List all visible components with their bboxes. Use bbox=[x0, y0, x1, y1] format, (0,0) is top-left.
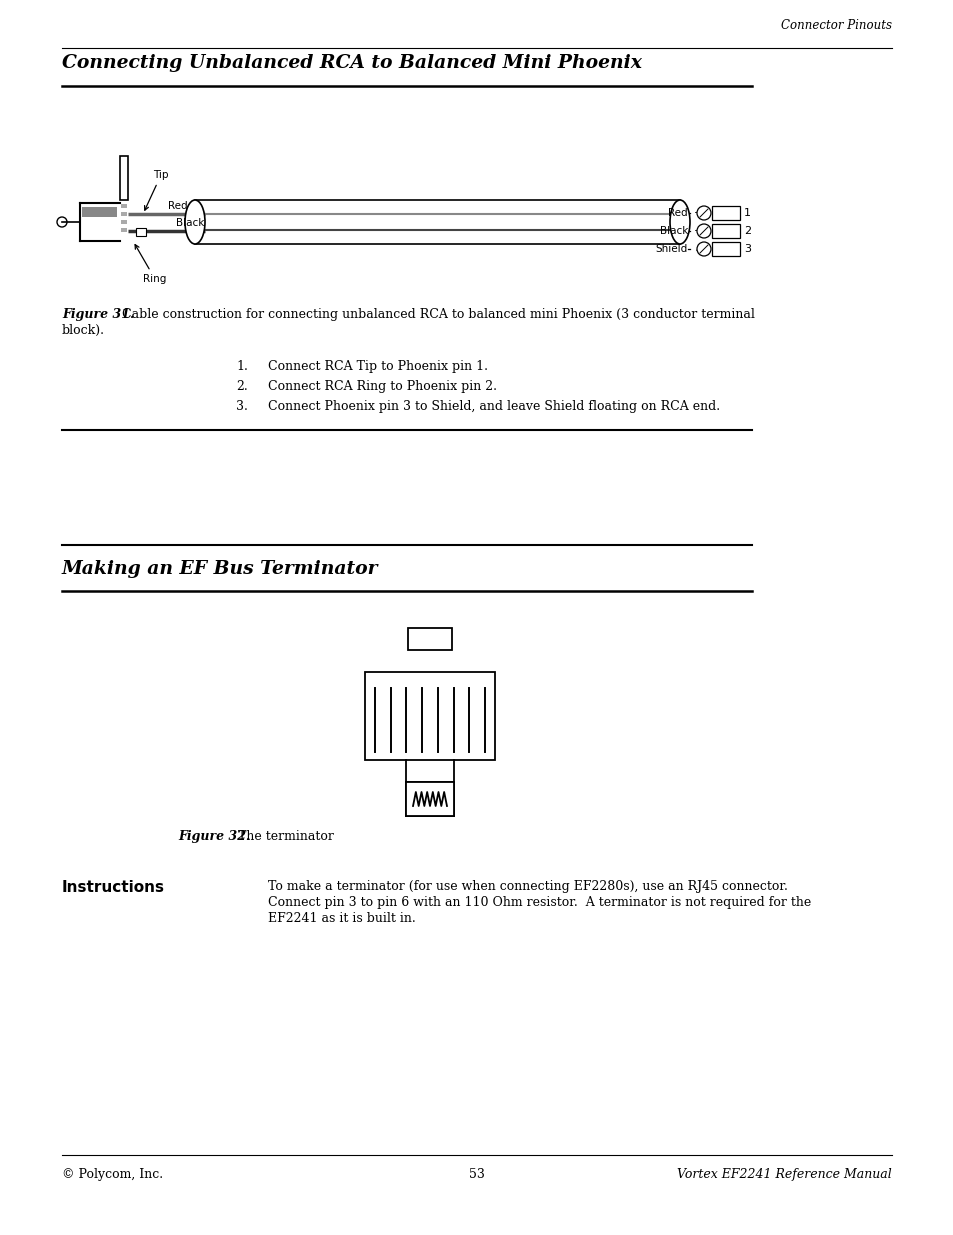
Bar bbox=[82, 207, 117, 217]
Bar bbox=[711, 224, 740, 238]
Text: Figure 32.: Figure 32. bbox=[178, 830, 250, 844]
Bar bbox=[711, 242, 740, 256]
Text: Connecting Unbalanced RCA to Balanced Mini Phoenix: Connecting Unbalanced RCA to Balanced Mi… bbox=[62, 54, 641, 72]
Circle shape bbox=[697, 224, 710, 238]
Bar bbox=[121, 220, 127, 224]
Text: block).: block). bbox=[62, 324, 105, 337]
Text: 3.: 3. bbox=[236, 400, 248, 412]
Text: Connect RCA Ring to Phoenix pin 2.: Connect RCA Ring to Phoenix pin 2. bbox=[268, 380, 497, 393]
Bar bbox=[121, 228, 127, 232]
Text: Making an EF Bus Terminator: Making an EF Bus Terminator bbox=[62, 559, 378, 578]
Text: Black: Black bbox=[659, 226, 687, 236]
Text: Shield: Shield bbox=[655, 245, 687, 254]
Text: ↓: ↓ bbox=[693, 245, 701, 254]
Text: © Polycom, Inc.: © Polycom, Inc. bbox=[62, 1168, 163, 1181]
Ellipse shape bbox=[185, 200, 205, 245]
Bar bbox=[120, 156, 128, 200]
Bar bbox=[136, 228, 146, 236]
Bar bbox=[121, 204, 127, 207]
Text: Figure 31.: Figure 31. bbox=[62, 308, 134, 321]
Text: The terminator: The terminator bbox=[233, 830, 334, 844]
Text: Connect Phoenix pin 3 to Shield, and leave Shield floating on RCA end.: Connect Phoenix pin 3 to Shield, and lea… bbox=[268, 400, 720, 412]
Text: 2: 2 bbox=[743, 226, 750, 236]
Ellipse shape bbox=[669, 200, 689, 245]
Text: To make a terminator (for use when connecting EF2280s), use an RJ45 connector.: To make a terminator (for use when conne… bbox=[268, 881, 787, 893]
Bar bbox=[408, 629, 452, 650]
Text: 1.: 1. bbox=[236, 359, 248, 373]
Text: 3: 3 bbox=[743, 245, 750, 254]
Text: Connector Pinouts: Connector Pinouts bbox=[781, 19, 891, 32]
Text: Red: Red bbox=[168, 201, 188, 211]
Text: Ring: Ring bbox=[135, 245, 167, 284]
Bar bbox=[365, 672, 495, 760]
Text: 2.: 2. bbox=[236, 380, 248, 393]
Circle shape bbox=[697, 242, 710, 256]
Text: Connect RCA Tip to Phoenix pin 1.: Connect RCA Tip to Phoenix pin 1. bbox=[268, 359, 488, 373]
Text: 1: 1 bbox=[743, 207, 750, 219]
Text: Connect pin 3 to pin 6 with an 110 Ohm resistor.  A terminator is not required f: Connect pin 3 to pin 6 with an 110 Ohm r… bbox=[268, 897, 810, 909]
Text: Cable construction for connecting unbalanced RCA to balanced mini Phoenix (3 con: Cable construction for connecting unbala… bbox=[118, 308, 754, 321]
Text: 53: 53 bbox=[469, 1168, 484, 1181]
Text: Instructions: Instructions bbox=[62, 881, 165, 895]
Bar bbox=[711, 206, 740, 220]
Text: Red: Red bbox=[668, 207, 687, 219]
Bar bbox=[194, 200, 679, 245]
Circle shape bbox=[697, 206, 710, 220]
Bar bbox=[406, 782, 453, 816]
Text: Black: Black bbox=[175, 219, 204, 228]
Text: EF2241 as it is built in.: EF2241 as it is built in. bbox=[268, 911, 416, 925]
Text: Vortex EF2241 Reference Manual: Vortex EF2241 Reference Manual bbox=[677, 1168, 891, 1181]
Bar bbox=[121, 212, 127, 216]
Text: +: + bbox=[693, 207, 701, 219]
Text: Tip: Tip bbox=[145, 170, 169, 210]
Text: −: − bbox=[693, 226, 701, 236]
